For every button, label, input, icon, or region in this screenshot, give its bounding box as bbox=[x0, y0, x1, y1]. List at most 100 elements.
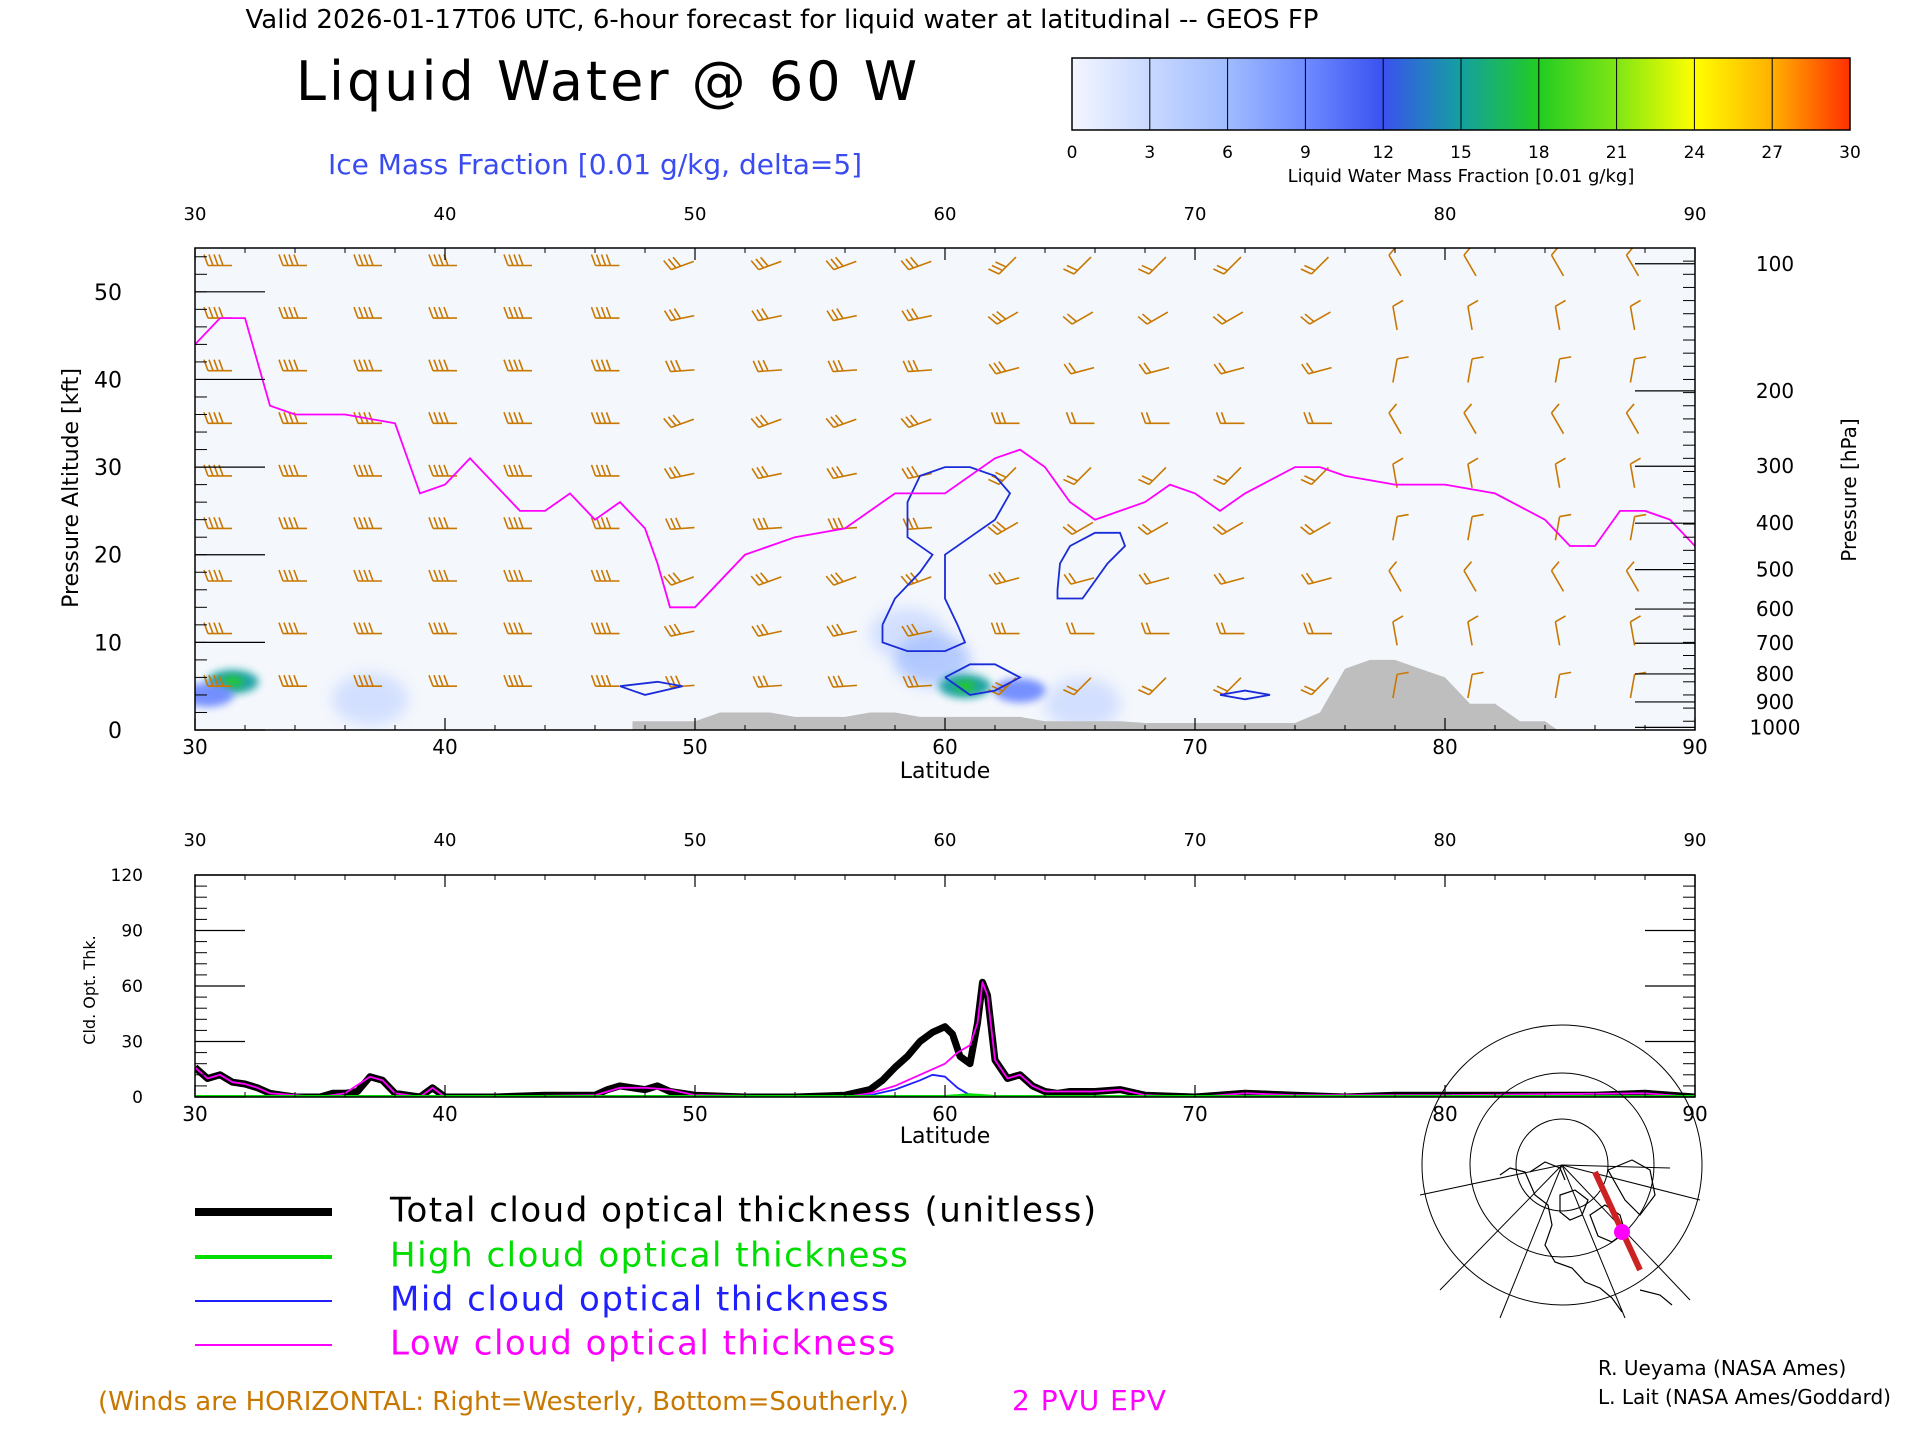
wind-barb bbox=[590, 674, 620, 688]
x-tick-label-top: 30 bbox=[184, 204, 207, 225]
wind-barb bbox=[987, 521, 1019, 536]
wind-barb bbox=[1301, 362, 1332, 375]
wind-barb bbox=[902, 359, 933, 373]
wind-barb bbox=[1303, 412, 1332, 425]
colorbar-tick-label: 3 bbox=[1144, 143, 1155, 163]
wind-barb bbox=[1625, 403, 1640, 435]
wind-barb bbox=[278, 517, 307, 530]
legend-item-high: High cloud optical thickness bbox=[195, 1236, 908, 1276]
pressure-tick-label: 900 bbox=[1756, 690, 1794, 714]
wind-barb bbox=[1467, 299, 1479, 331]
colorbar-tick-label: 30 bbox=[1839, 143, 1861, 163]
wind-barb bbox=[1138, 572, 1170, 585]
wind-barb bbox=[1629, 513, 1647, 541]
pressure-tick-label: 300 bbox=[1756, 454, 1794, 478]
bottom-x-tick-label-top: 40 bbox=[434, 830, 457, 851]
pressure-tick-label: 100 bbox=[1756, 252, 1794, 276]
transect-line bbox=[1592, 1170, 1643, 1272]
wind-barb bbox=[1392, 615, 1404, 646]
y-tick-label: 50 bbox=[94, 281, 122, 306]
wind-barb bbox=[428, 412, 457, 425]
series-line-3 bbox=[195, 981, 1695, 1097]
x-tick-label-top: 80 bbox=[1434, 204, 1457, 225]
bottom-x-tick-label-top: 70 bbox=[1184, 830, 1207, 851]
wind-barb bbox=[1392, 299, 1404, 331]
wind-barb bbox=[900, 414, 932, 429]
wind-barb bbox=[590, 359, 620, 372]
wind-barb bbox=[901, 623, 932, 637]
wind-barb bbox=[1140, 412, 1170, 425]
colorbar-tick-label: 15 bbox=[1450, 143, 1472, 163]
wind-barb bbox=[503, 412, 532, 425]
wind-barb bbox=[665, 359, 695, 373]
bottom-x-tick-label-top: 60 bbox=[934, 830, 957, 851]
wind-barb bbox=[1063, 362, 1095, 375]
cross-section-plot: 3030404050506060707080809090010203040501… bbox=[59, 204, 1861, 784]
wind-barb bbox=[428, 359, 457, 372]
wind-barb bbox=[1065, 412, 1095, 425]
pressure-tick-label: 600 bbox=[1756, 597, 1794, 621]
wind-barb bbox=[503, 359, 532, 372]
y-tick-label: 20 bbox=[94, 544, 122, 569]
x-tick-label-top: 50 bbox=[684, 204, 707, 225]
wind-barb bbox=[1554, 356, 1572, 383]
wind-barb bbox=[1625, 248, 1640, 277]
epv-label: 2 PVU EPV bbox=[1012, 1384, 1167, 1417]
bottom-x-tick-label: 80 bbox=[1432, 1102, 1457, 1126]
map-graticule bbox=[1419, 1024, 1703, 1319]
wind-barb bbox=[1062, 521, 1094, 536]
wind-barb bbox=[752, 359, 783, 373]
legend-item-low: Low cloud optical thickness bbox=[195, 1324, 895, 1364]
y-tick-label: 10 bbox=[94, 631, 122, 656]
bottom-x-tick-label-top: 90 bbox=[1684, 830, 1707, 851]
colorbar-tick-label: 27 bbox=[1761, 143, 1783, 163]
wind-barb bbox=[503, 674, 532, 688]
colorbar-tick-label: 9 bbox=[1300, 143, 1311, 163]
y-tick-label: 30 bbox=[94, 456, 122, 481]
wind-barb bbox=[1550, 248, 1565, 277]
wind-barb bbox=[1063, 677, 1092, 696]
wind-barb bbox=[1213, 572, 1245, 585]
wind-barb bbox=[988, 361, 1020, 375]
ice-fraction-label: Ice Mass Fraction [0.01 g/kg, delta=5] bbox=[328, 148, 862, 181]
wind-barb bbox=[1554, 299, 1566, 331]
wind-barb bbox=[826, 308, 857, 322]
x-axis-label: Latitude bbox=[900, 759, 991, 784]
right-axis-label: Pressure [hPa] bbox=[1837, 418, 1861, 561]
wind-barb bbox=[1554, 671, 1572, 699]
pressure-tick-label: 700 bbox=[1756, 631, 1794, 655]
bottom-y-axis-label: Cld. Opt. Thk. bbox=[80, 935, 99, 1044]
wind-barb bbox=[278, 306, 307, 319]
wind-barb bbox=[1629, 356, 1647, 383]
wind-barb bbox=[1215, 622, 1245, 635]
wind-barb bbox=[663, 623, 695, 637]
valid-line: Valid 2026-01-17T06 UTC, 6-hour forecast… bbox=[246, 5, 1319, 35]
wind-barb bbox=[825, 572, 857, 586]
wind-barb bbox=[503, 569, 532, 582]
wind-barb bbox=[1463, 403, 1477, 435]
y-tick-label: 0 bbox=[108, 719, 122, 744]
wind-barb bbox=[750, 256, 782, 271]
wind-barb bbox=[353, 622, 382, 635]
x-tick-label: 80 bbox=[1432, 735, 1457, 759]
colorbar-tick-label: 24 bbox=[1684, 143, 1706, 163]
terrain bbox=[195, 659, 1695, 730]
epv-2pvu-line bbox=[195, 317, 1695, 609]
wind-barb bbox=[590, 464, 620, 477]
credit-2: L. Lait (NASA Ames/Goddard) bbox=[1598, 1385, 1891, 1409]
wind-barb bbox=[1300, 256, 1330, 275]
wind-barb bbox=[990, 622, 1020, 635]
bottom-y-tick-label: 30 bbox=[121, 1033, 143, 1053]
pressure-tick-label: 1000 bbox=[1750, 715, 1801, 739]
wind-barb bbox=[428, 306, 457, 319]
wind-barb bbox=[1467, 457, 1479, 488]
x-tick-label-top: 60 bbox=[934, 204, 957, 225]
wind-barb bbox=[663, 308, 695, 322]
series-line-0 bbox=[195, 978, 1695, 1097]
wind-barb bbox=[752, 517, 783, 531]
wind-barb bbox=[353, 517, 382, 530]
bottom-x-tick-label: 60 bbox=[932, 1102, 957, 1126]
winds-note: (Winds are HORIZONTAL: Right=Westerly, B… bbox=[98, 1387, 909, 1417]
liquid-water-core bbox=[222, 676, 243, 687]
